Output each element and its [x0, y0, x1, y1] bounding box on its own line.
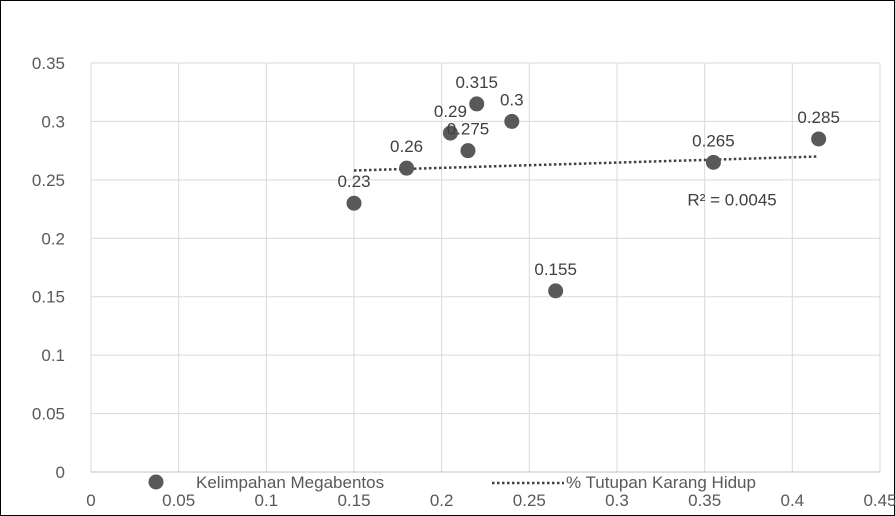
data-point-2 — [442, 125, 458, 141]
x-tick-label-4: 0.2 — [430, 491, 454, 510]
x-tick-label-6: 0.3 — [605, 491, 629, 510]
y-tick-label-6: 0.3 — [41, 112, 65, 131]
x-tick-label-2: 0.1 — [255, 491, 279, 510]
data-label-5: 0.3 — [500, 90, 524, 109]
y-tick-label-1: 0.05 — [32, 405, 65, 424]
x-tick-labels: 0 0.05 0.1 0.15 0.2 0.25 0.3 0.35 0.4 0.45 — [86, 491, 895, 510]
data-label-0: 0.23 — [337, 172, 370, 191]
y-tick-label-4: 0.2 — [41, 229, 65, 248]
gridlines — [90, 62, 881, 472]
x-tick-label-5: 0.25 — [513, 491, 546, 510]
data-points — [346, 96, 827, 299]
y-tick-label-0: 0 — [56, 463, 65, 482]
x-tick-label-7: 0.35 — [688, 491, 721, 510]
data-point-0 — [346, 195, 362, 211]
data-label-4: 0.315 — [455, 73, 498, 92]
data-point-4 — [469, 96, 485, 112]
y-tick-label-3: 0.15 — [32, 288, 65, 307]
legend-label-trendline: % Tutupan Karang Hidup — [566, 473, 756, 492]
trendline-group — [353, 155, 819, 172]
data-label-3: 0.275 — [447, 120, 490, 139]
data-point-8 — [811, 131, 827, 147]
data-label-1: 0.26 — [390, 137, 423, 156]
x-tick-label-3: 0.15 — [337, 491, 370, 510]
data-point-1 — [399, 160, 415, 176]
x-tick-label-1: 0.05 — [162, 491, 195, 510]
y-tick-label-5: 0.25 — [32, 171, 65, 190]
data-point-3 — [460, 143, 476, 159]
y-tick-label-7: 0.35 — [32, 54, 65, 73]
data-label-7: 0.265 — [692, 131, 735, 150]
data-label-2: 0.29 — [434, 102, 467, 121]
r-squared-label: R² = 0.0045 — [687, 191, 776, 210]
x-tick-label-9: 0.45 — [863, 491, 895, 510]
data-point-7 — [705, 154, 721, 170]
data-label-8: 0.285 — [797, 108, 840, 127]
legend: Kelimpahan Megabentos % Tutupan Karang H… — [148, 473, 756, 492]
legend-marker-scatter — [148, 474, 164, 490]
y-tick-labels: 0 0.05 0.1 0.15 0.2 0.25 0.3 0.35 — [32, 54, 65, 482]
x-tick-label-8: 0.4 — [781, 491, 805, 510]
data-point-6 — [548, 283, 564, 299]
legend-label-scatter: Kelimpahan Megabentos — [196, 473, 384, 492]
y-tick-label-2: 0.1 — [41, 346, 65, 365]
data-label-6: 0.155 — [534, 260, 577, 279]
x-tick-label-0: 0 — [86, 491, 95, 510]
trendline — [353, 155, 819, 172]
data-point-5 — [504, 113, 520, 129]
